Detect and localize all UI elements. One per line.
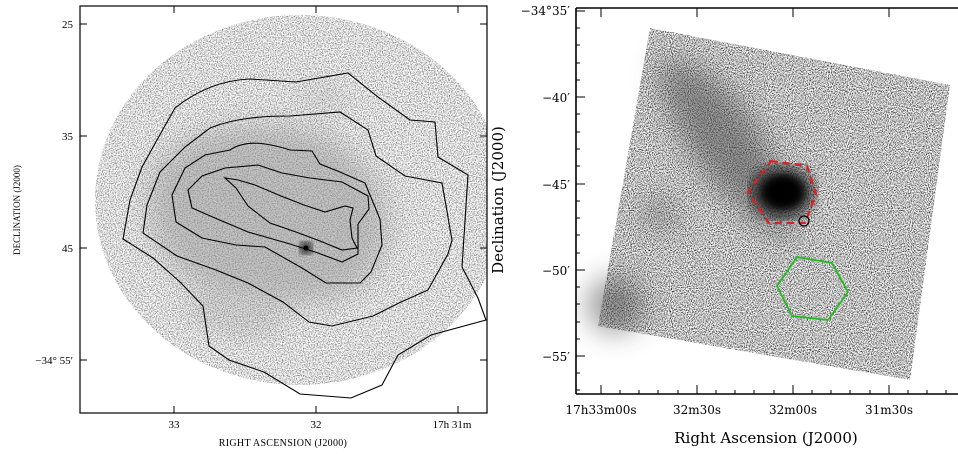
right-x-tick-label: 32m00s xyxy=(769,403,817,417)
left-plot-frame xyxy=(79,5,488,414)
right-y-tick-label: −50′ xyxy=(542,264,570,278)
right-y-tick-label: −40′ xyxy=(542,91,570,105)
right-panel: −34°35′ −40′ −45′ −50′ −55′ 17h33m00s 32… xyxy=(489,4,958,447)
right-y-axis-title: Declination (J2000) xyxy=(489,126,507,274)
left-x-tick-label: 33 xyxy=(169,419,181,431)
right-x-tick-label: 32m30s xyxy=(673,403,721,417)
right-axis-ticks xyxy=(576,8,947,394)
left-y-axis-title: DECLINATION (J2000) xyxy=(12,165,22,255)
radio-contours xyxy=(122,72,487,399)
right-x-tick-label: 17h33m00s xyxy=(565,403,636,417)
left-panel: 25 35 45 −34° 55′ 33 32 17h 31m RIGHT AS… xyxy=(12,5,488,449)
left-y-tick-label: 45 xyxy=(62,243,74,255)
left-y-tick-label: 25 xyxy=(62,19,74,31)
source-region-hexagon xyxy=(746,159,818,225)
right-x-tick-label: 31m30s xyxy=(865,403,913,417)
left-xray-image xyxy=(95,15,487,399)
right-y-tick-label: −55′ xyxy=(542,350,570,364)
left-x-axis-title: RIGHT ASCENSION (J2000) xyxy=(219,438,347,449)
point-source-marker-icon xyxy=(798,215,810,227)
right-xray-image xyxy=(587,28,950,380)
right-x-axis-title: Right Ascension (J2000) xyxy=(674,429,857,447)
left-x-tick-label: 32 xyxy=(311,419,322,431)
background-region-hexagon xyxy=(775,256,850,321)
left-y-tick-label: −34° 55′ xyxy=(35,355,73,367)
right-y-tick-label: −45′ xyxy=(542,178,570,192)
left-axis-ticks xyxy=(80,6,487,413)
left-x-tick-label: 17h 31m xyxy=(433,419,472,431)
left-y-tick-label: 35 xyxy=(62,131,74,143)
right-y-tick-label: −34°35′ xyxy=(521,4,571,18)
